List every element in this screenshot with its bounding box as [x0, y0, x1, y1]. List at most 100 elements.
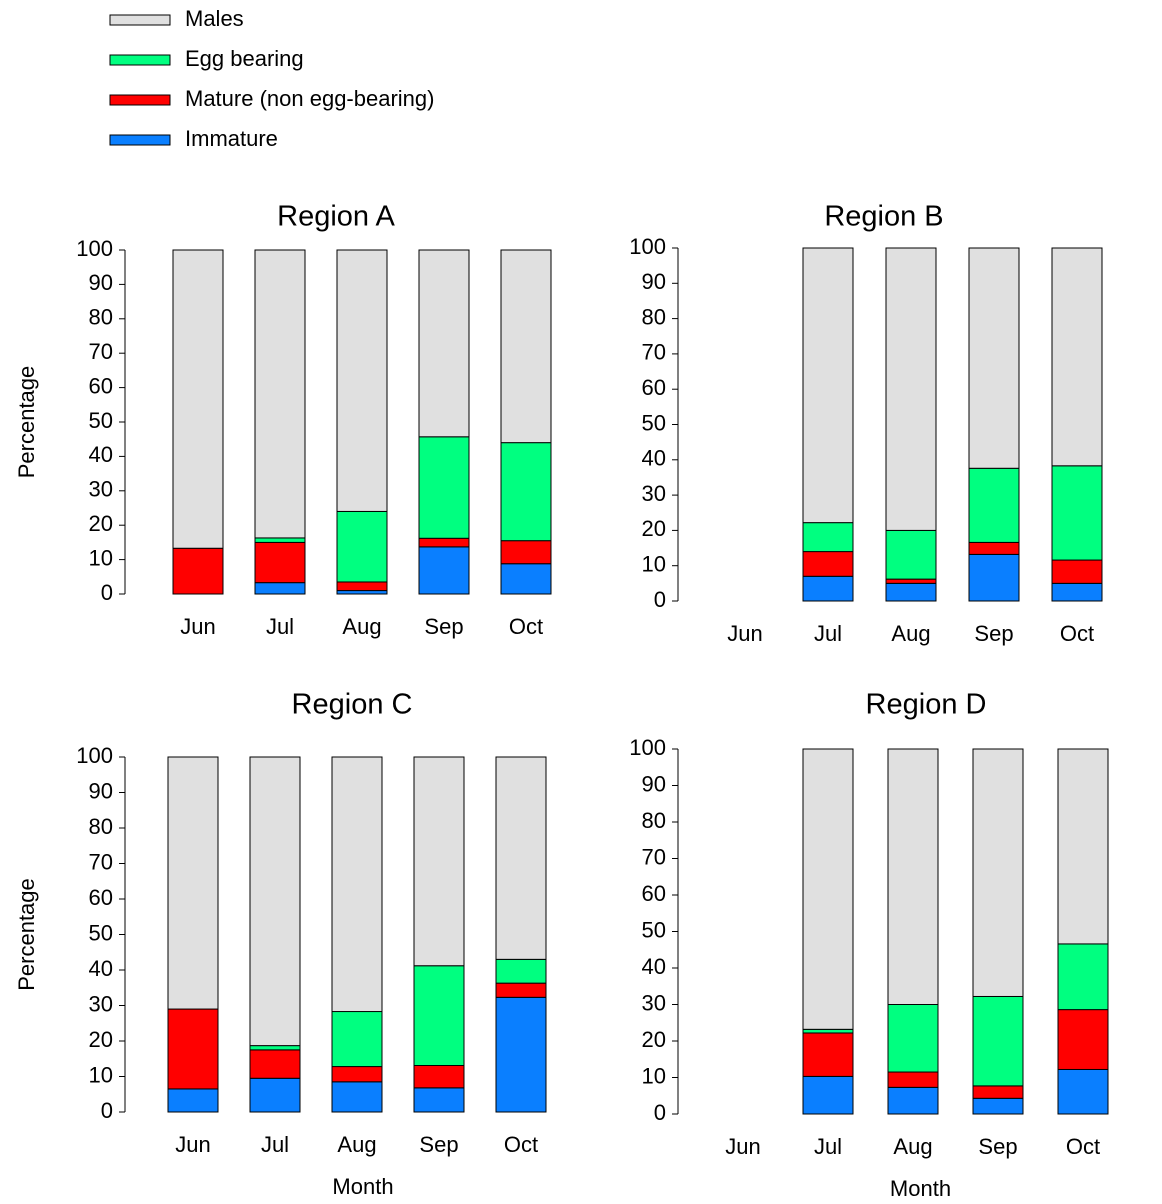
x-tick-label: Aug	[342, 614, 381, 639]
bar-segment	[172, 249, 224, 549]
bar-segment	[802, 1032, 854, 1077]
y-tick-label: 70	[642, 844, 666, 869]
bar-segment	[802, 1075, 854, 1115]
bar-segment	[885, 578, 937, 584]
y-tick-label: 20	[642, 1027, 666, 1052]
legend-label: Egg bearing	[185, 46, 304, 71]
bar-segment	[336, 581, 388, 592]
y-tick-label: 10	[89, 1062, 113, 1087]
y-tick-label: 100	[629, 234, 666, 259]
y-tick-label: 40	[642, 446, 666, 471]
bar-segment	[885, 529, 937, 580]
x-tick-label: Jul	[266, 614, 294, 639]
bar-segment	[249, 1077, 301, 1113]
x-tick-label: Oct	[509, 614, 543, 639]
y-tick-label: 10	[89, 545, 113, 570]
y-tick-label: 90	[89, 270, 113, 295]
bar-segment	[413, 965, 465, 1066]
bar-segment	[500, 249, 552, 444]
bar-segment	[802, 1028, 854, 1034]
y-tick-label: 80	[89, 305, 113, 330]
bar-segment	[968, 553, 1020, 602]
bar-segment	[331, 1011, 383, 1068]
bar-segment	[972, 1097, 1024, 1115]
bar-segment	[336, 590, 388, 595]
bar-segment	[972, 995, 1024, 1087]
bar-segment	[418, 537, 470, 548]
bar-segment	[1057, 943, 1109, 1011]
x-tick-label: Oct	[504, 1132, 538, 1157]
bar-segment	[972, 748, 1024, 997]
bar-segment	[249, 1049, 301, 1079]
y-tick-label: 70	[642, 340, 666, 365]
bar-segment	[254, 249, 306, 539]
bar-segment	[254, 537, 306, 543]
x-tick-label: Sep	[978, 1134, 1017, 1159]
bar-segment	[167, 1008, 219, 1090]
bar-segment	[249, 1045, 301, 1051]
bar-segment	[885, 247, 937, 531]
bar-segment	[495, 958, 547, 984]
y-tick-label: 90	[642, 269, 666, 294]
y-tick-label: 40	[642, 954, 666, 979]
y-tick-label: 20	[89, 1027, 113, 1052]
y-tick-label: 60	[89, 373, 113, 398]
bar-segment	[885, 582, 937, 602]
x-tick-label: Jul	[814, 621, 842, 646]
chart-title: Region C	[292, 689, 413, 721]
y-tick-label: 60	[642, 881, 666, 906]
bar-segment	[1051, 559, 1103, 584]
x-tick-label: Oct	[1060, 621, 1094, 646]
bar-segment	[331, 756, 383, 1013]
legend-label: Males	[185, 6, 244, 31]
y-tick-label: 40	[89, 442, 113, 467]
x-tick-label: Oct	[1066, 1134, 1100, 1159]
bar-segment	[413, 756, 465, 967]
y-tick-label: 60	[642, 375, 666, 400]
y-tick-label: 80	[89, 814, 113, 839]
x-tick-label: Jun	[175, 1132, 210, 1157]
bar-segment	[1051, 465, 1103, 561]
y-tick-label: 90	[642, 771, 666, 796]
bar-segment	[331, 1081, 383, 1113]
legend-label: Mature (non egg-bearing)	[185, 86, 434, 111]
y-tick-label: 50	[642, 410, 666, 435]
bar-segment	[413, 1087, 465, 1113]
bar-segment	[1057, 1009, 1109, 1070]
y-tick-label: 30	[89, 991, 113, 1016]
x-tick-label: Jun	[725, 1134, 760, 1159]
y-tick-label: 20	[89, 511, 113, 536]
y-tick-label: 0	[101, 1098, 113, 1123]
y-tick-label: 50	[89, 408, 113, 433]
legend-swatch	[109, 94, 171, 106]
y-axis-label: Percentage	[14, 366, 39, 479]
bar-segment	[968, 541, 1020, 555]
bar-segment	[172, 547, 224, 595]
bar-segment	[167, 1088, 219, 1113]
x-axis-label: Month	[890, 1176, 951, 1201]
x-tick-label: Aug	[337, 1132, 376, 1157]
bar-segment	[254, 582, 306, 595]
bar-segment	[1057, 748, 1109, 945]
legend-label: Immature	[185, 126, 278, 151]
bar-segment	[495, 982, 547, 998]
y-tick-label: 30	[642, 481, 666, 506]
y-tick-label: 60	[89, 885, 113, 910]
legend-swatch	[109, 54, 171, 66]
bar-segment	[249, 756, 301, 1047]
x-tick-label: Sep	[974, 621, 1013, 646]
y-tick-label: 100	[629, 735, 666, 760]
bar-segment	[418, 436, 470, 539]
bar-segment	[802, 247, 854, 524]
bar-segment	[887, 748, 939, 1005]
y-tick-label: 100	[76, 236, 113, 261]
legend-swatch	[109, 134, 171, 146]
y-tick-label: 0	[654, 587, 666, 612]
x-tick-label: Aug	[893, 1134, 932, 1159]
x-tick-label: Aug	[891, 621, 930, 646]
bar-segment	[418, 546, 470, 595]
bar-segment	[887, 1086, 939, 1115]
x-tick-label: Sep	[424, 614, 463, 639]
bar-segment	[968, 467, 1020, 543]
